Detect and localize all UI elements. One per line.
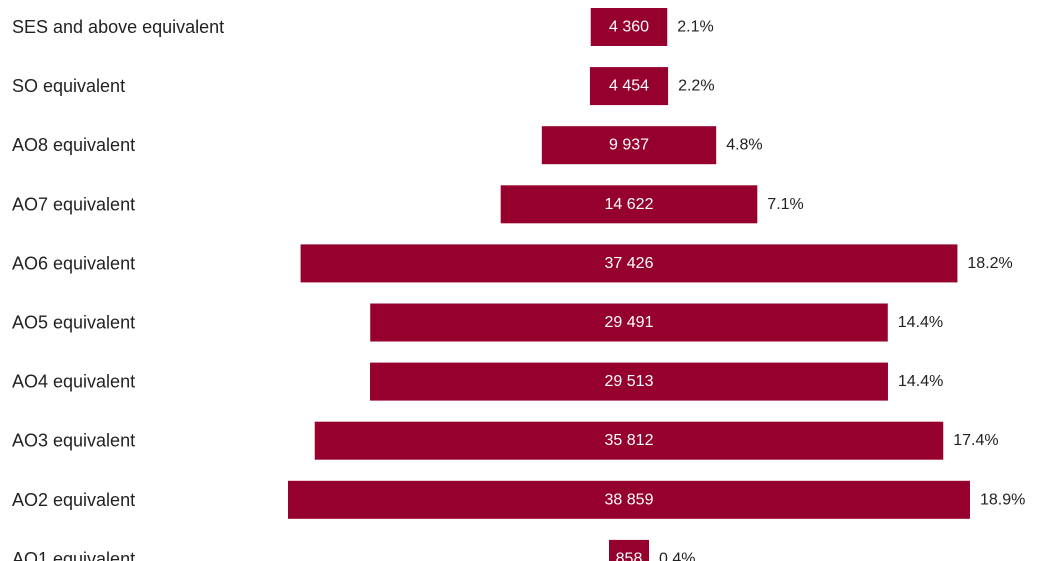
value-label: 29 513	[605, 373, 654, 390]
percent-label: 17.4%	[953, 432, 998, 449]
category-label: AO8 equivalent	[12, 135, 135, 155]
category-label: SES and above equivalent	[12, 17, 224, 37]
percent-label: 2.2%	[678, 78, 714, 95]
bar	[314, 421, 944, 460]
percent-label: 14.4%	[898, 314, 943, 331]
bar	[541, 126, 717, 165]
value-label: 29 491	[605, 314, 654, 331]
percent-label: 18.2%	[967, 255, 1012, 272]
value-label: 14 622	[605, 196, 654, 213]
category-label: AO5 equivalent	[12, 313, 135, 333]
value-label: 9 937	[609, 137, 649, 154]
percent-labels: 2.1% 2.2% 4.8% 7.1% 18.2% 14.4% 14.4% 17.4% 18.9…	[659, 19, 1025, 561]
percent-label: 7.1%	[767, 196, 803, 213]
category-label: AO3 equivalent	[12, 431, 135, 451]
value-label: 38 859	[605, 491, 654, 508]
percent-label: 18.9%	[980, 491, 1025, 508]
bar	[589, 67, 669, 106]
percent-label: 14.4%	[898, 373, 943, 390]
bar	[370, 303, 888, 342]
bars	[288, 8, 970, 561]
bar	[370, 362, 888, 401]
percent-label: 4.8%	[726, 137, 762, 154]
category-label: AO7 equivalent	[12, 194, 135, 214]
bar	[609, 539, 649, 561]
value-label: 4 360	[609, 19, 649, 36]
value-label: 858	[616, 550, 643, 561]
value-label: 35 812	[605, 432, 654, 449]
value-labels: 4 360 4 454 9 937 14 622 37 426 29 491 29 513 3…	[605, 19, 654, 561]
category-label: SO equivalent	[12, 76, 125, 96]
category-label: AO6 equivalent	[12, 253, 135, 273]
value-label: 4 454	[609, 78, 649, 95]
category-labels: SES and above equivalent SO equivalent AO8…	[12, 17, 224, 561]
bar	[500, 185, 758, 224]
percent-label: 0.4%	[659, 550, 695, 561]
category-label: AO1 equivalent	[12, 549, 135, 561]
category-label: AO4 equivalent	[12, 372, 135, 392]
bar	[590, 8, 668, 46]
bar	[300, 244, 958, 283]
bar	[288, 480, 970, 519]
category-label: AO2 equivalent	[12, 490, 135, 510]
value-label: 37 426	[605, 255, 654, 272]
percent-label: 2.1%	[677, 19, 713, 36]
